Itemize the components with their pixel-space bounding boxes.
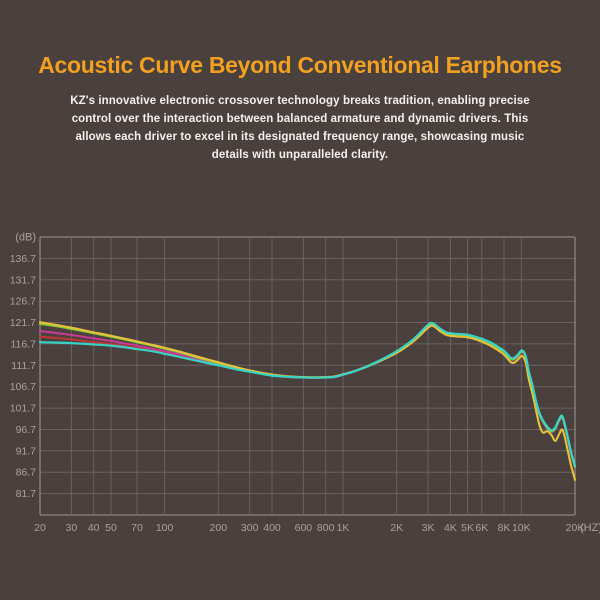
y-axis-tick-label: 86.7 (16, 467, 37, 479)
x-axis-tick-label: 2K (390, 522, 403, 534)
x-axis-tick-label: 40 (88, 522, 100, 534)
description-line-1: KZ's innovative electronic crossover tec… (70, 95, 530, 107)
y-axis-tick-label: 106.7 (10, 381, 36, 393)
y-axis-tick-label: 91.7 (16, 445, 37, 457)
x-axis-tick-label: 6K (475, 522, 488, 534)
x-axis-tick-label: 800 (317, 522, 335, 534)
x-axis-tick-label: 8K (498, 522, 511, 534)
x-axis-tick-label: 1K (337, 522, 350, 534)
y-axis-tick-label: 101.7 (10, 403, 36, 415)
x-axis-tick-label: 10K (512, 522, 531, 534)
chart-grid (39, 236, 576, 516)
yellow-curve (38, 321, 577, 481)
description-line-2: control over the interaction between bal… (71, 113, 529, 125)
y-axis-tick-label: 131.7 (10, 274, 36, 286)
chart-curves (38, 321, 577, 481)
x-axis-tick-label: 400 (263, 522, 281, 534)
x-axis-tick-label: 20 (34, 522, 46, 534)
x-axis-tick-label: 50 (105, 522, 117, 534)
y-axis-tick-label: 136.7 (10, 253, 36, 265)
x-axis-tick-label: 20K (566, 522, 585, 534)
y-axis-tick-label: 111.7 (11, 360, 36, 372)
x-axis-tick-label: 300 (241, 522, 259, 534)
chart-axis-labels: 136.7 131.7 126.7 121.7 116.7 111.7 106.7 101.7… (10, 232, 600, 535)
y-axis-tick-label: 126.7 (10, 296, 36, 308)
y-axis-tick-label: 121.7 (10, 317, 36, 329)
y-axis-tick-label: 96.7 (16, 424, 37, 436)
x-axis-tick-label: 30 (66, 522, 78, 534)
cyan-curve (38, 321, 577, 467)
x-axis-tick-label: 100 (156, 522, 174, 534)
x-axis-tick-label: 3K (422, 522, 435, 534)
description-line-3: allows each driver to excel in its desig… (75, 131, 525, 143)
x-axis-tick-label: 5K (461, 522, 474, 534)
x-axis-tick-label: 4K (444, 522, 457, 534)
x-axis-unit-label: (HZ) (580, 522, 600, 534)
x-axis-tick-label: 600 (295, 522, 313, 534)
x-axis-tick-label: 70 (131, 522, 143, 534)
description-line-4: details with unparalleled clarity. (211, 149, 389, 161)
y-axis-tick-label: 116.7 (11, 338, 37, 350)
page-description: KZ's innovative electronic crossover tec… (0, 92, 600, 164)
x-axis-tick-label: 200 (210, 522, 228, 534)
y-axis-tick-label: 81.7 (16, 488, 37, 500)
page-title: Acoustic Curve Beyond Conventional Earph… (38, 52, 562, 78)
y-axis-unit-label: (dB) (15, 232, 36, 244)
